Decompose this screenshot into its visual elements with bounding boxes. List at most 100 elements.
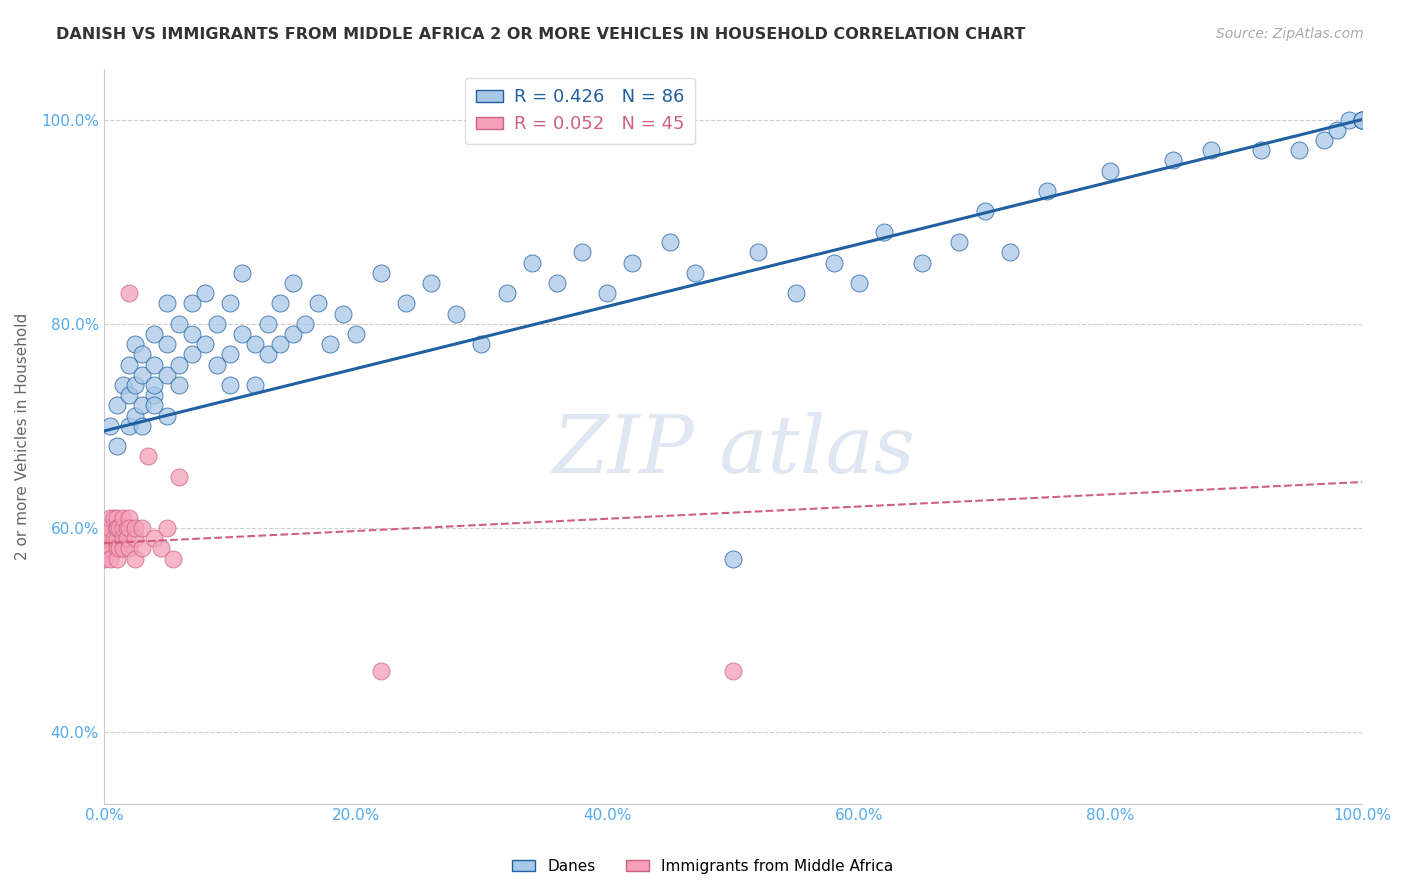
Point	[93, 531, 115, 545]
Point	[115, 531, 138, 545]
Point	[873, 225, 896, 239]
Point	[143, 388, 166, 402]
Text: ZIP atlas: ZIP atlas	[551, 412, 914, 490]
Point	[131, 521, 153, 535]
Point	[105, 439, 128, 453]
Point	[243, 378, 266, 392]
Point	[998, 245, 1021, 260]
Point	[370, 266, 392, 280]
Point	[124, 378, 146, 392]
Point	[1250, 143, 1272, 157]
Point	[118, 521, 141, 535]
Point	[332, 307, 354, 321]
Point	[205, 317, 228, 331]
Point	[98, 418, 121, 433]
Point	[131, 541, 153, 556]
Point	[256, 317, 278, 331]
Point	[420, 276, 443, 290]
Point	[118, 358, 141, 372]
Legend: R = 0.426   N = 86, R = 0.052   N = 45: R = 0.426 N = 86, R = 0.052 N = 45	[465, 78, 696, 145]
Point	[124, 531, 146, 545]
Point	[169, 378, 191, 392]
Point	[1351, 112, 1374, 127]
Point	[181, 296, 204, 310]
Point	[105, 531, 128, 545]
Point	[115, 521, 138, 535]
Point	[621, 255, 644, 269]
Point	[136, 450, 159, 464]
Point	[546, 276, 568, 290]
Point	[103, 531, 125, 545]
Point	[162, 551, 184, 566]
Point	[683, 266, 706, 280]
Point	[319, 337, 342, 351]
Point	[111, 510, 134, 524]
Point	[98, 521, 121, 535]
Text: Source: ZipAtlas.com: Source: ZipAtlas.com	[1216, 27, 1364, 41]
Point	[344, 326, 367, 341]
Point	[169, 358, 191, 372]
Point	[98, 510, 121, 524]
Point	[124, 521, 146, 535]
Point	[823, 255, 845, 269]
Point	[93, 551, 115, 566]
Point	[444, 307, 467, 321]
Point	[596, 286, 619, 301]
Point	[294, 317, 316, 331]
Point	[93, 541, 115, 556]
Point	[659, 235, 682, 249]
Point	[231, 266, 253, 280]
Legend: Danes, Immigrants from Middle Africa: Danes, Immigrants from Middle Africa	[506, 853, 900, 880]
Point	[156, 521, 179, 535]
Point	[1351, 112, 1374, 127]
Point	[218, 296, 240, 310]
Point	[131, 368, 153, 382]
Point	[111, 521, 134, 535]
Point	[131, 399, 153, 413]
Point	[848, 276, 870, 290]
Point	[98, 531, 121, 545]
Point	[1339, 112, 1361, 127]
Point	[973, 204, 995, 219]
Point	[124, 337, 146, 351]
Point	[143, 399, 166, 413]
Point	[103, 510, 125, 524]
Point	[1099, 163, 1122, 178]
Point	[93, 521, 115, 535]
Point	[111, 531, 134, 545]
Point	[1161, 153, 1184, 168]
Point	[93, 541, 115, 556]
Text: DANISH VS IMMIGRANTS FROM MIDDLE AFRICA 2 OR MORE VEHICLES IN HOUSEHOLD CORRELAT: DANISH VS IMMIGRANTS FROM MIDDLE AFRICA …	[56, 27, 1025, 42]
Point	[105, 510, 128, 524]
Point	[105, 521, 128, 535]
Point	[108, 541, 131, 556]
Point	[169, 470, 191, 484]
Point	[143, 358, 166, 372]
Point	[1313, 133, 1336, 147]
Point	[105, 521, 128, 535]
Point	[194, 337, 217, 351]
Point	[911, 255, 934, 269]
Point	[98, 541, 121, 556]
Point	[181, 326, 204, 341]
Point	[218, 378, 240, 392]
Point	[520, 255, 543, 269]
Y-axis label: 2 or more Vehicles in Household: 2 or more Vehicles in Household	[15, 312, 30, 559]
Point	[194, 286, 217, 301]
Point	[281, 276, 304, 290]
Point	[143, 531, 166, 545]
Point	[256, 347, 278, 361]
Point	[721, 551, 744, 566]
Point	[124, 551, 146, 566]
Point	[118, 418, 141, 433]
Point	[205, 358, 228, 372]
Point	[143, 378, 166, 392]
Point	[231, 326, 253, 341]
Point	[124, 409, 146, 423]
Point	[785, 286, 807, 301]
Point	[470, 337, 492, 351]
Point	[93, 531, 115, 545]
Point	[1351, 112, 1374, 127]
Point	[269, 337, 291, 351]
Point	[1199, 143, 1222, 157]
